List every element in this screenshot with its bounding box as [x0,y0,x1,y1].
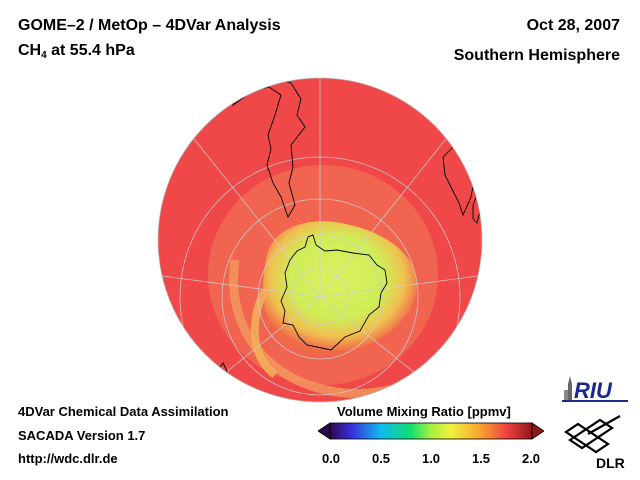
footer-line-1: 4DVar Chemical Data Assimilation [18,404,229,419]
level-text: at 55.4 hPa [46,42,135,59]
riu-building-icon [564,390,568,400]
dlr-logo: DLR [564,415,625,470]
colorbar-title: Volume Mixing Ratio [ppmv] [337,404,511,419]
colorbar-tick-label: 2.0 [521,451,541,466]
region-label: Southern Hemisphere [453,47,620,64]
species-level-label: CH4 at 55.4 hPa [18,42,135,61]
dlr-logo-text: DLR [596,455,625,470]
colorbar-gradient [329,422,533,440]
antarctica-coastline [280,234,388,351]
riu-logo: RIU [562,376,628,403]
riu-tower-icon [568,376,572,400]
colorbar-tick-label: 0.0 [321,451,341,466]
date-label: Oct 28, 2007 [526,17,620,34]
footer-url: http://wdc.dlr.de [18,451,118,466]
colorbar-tick-label: 0.5 [371,451,391,466]
south-america-coastline [231,78,306,219]
colorbar-min-arrow [318,422,331,440]
colorbar [318,422,544,440]
colorbar-max-arrow [531,422,544,440]
species-subscript: 4 [41,50,47,61]
vortex-tail [250,288,278,379]
colorbar-tick-label: 1.5 [471,451,491,466]
globe-map [157,77,483,403]
graticule [158,78,482,402]
australia-coastline [404,384,456,402]
species-prefix: CH [18,42,42,59]
riu-logo-text: RIU [574,378,613,403]
polar-vortex [263,221,417,356]
map-title: GOME–2 / MetOp – 4DVar Analysis [18,17,281,34]
colorbar-tick-label: 1.0 [421,451,441,466]
globe-outline [157,77,483,403]
footer-line-2: SACADA Version 1.7 [18,428,146,443]
dlr-emblem-icon [564,415,621,454]
